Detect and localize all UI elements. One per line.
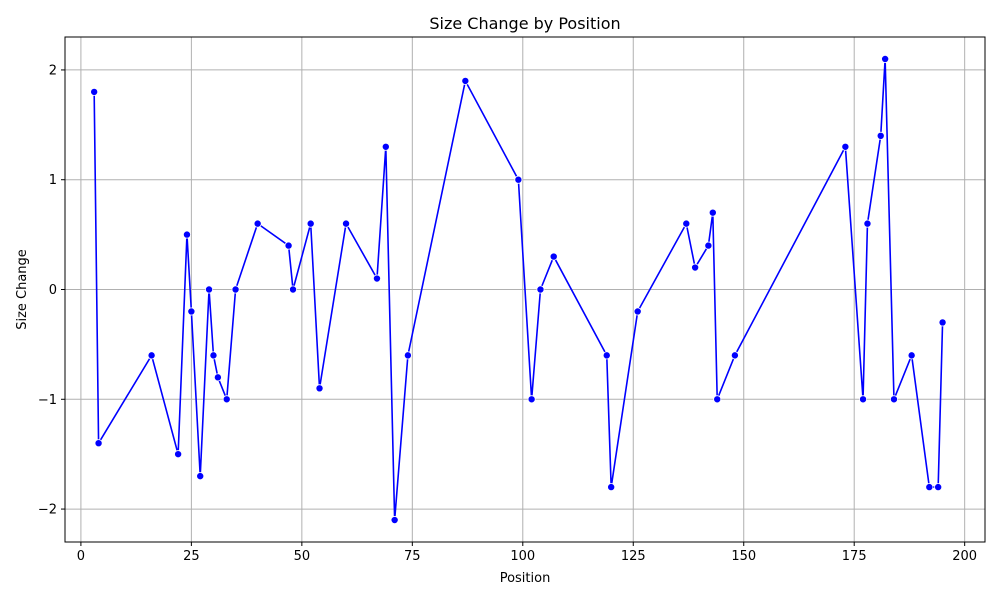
x-tick-label: 25 bbox=[183, 549, 200, 564]
data-point bbox=[708, 208, 717, 217]
data-point bbox=[730, 351, 739, 360]
data-point bbox=[514, 175, 523, 184]
data-point bbox=[94, 439, 103, 448]
data-point bbox=[372, 274, 381, 283]
data-point bbox=[253, 219, 262, 228]
data-point bbox=[213, 373, 222, 382]
data-point bbox=[549, 252, 558, 261]
data-point bbox=[390, 516, 399, 525]
data-point bbox=[174, 450, 183, 459]
y-tick-label: −1 bbox=[38, 393, 57, 408]
y-tick-label: −2 bbox=[38, 503, 57, 518]
data-point bbox=[187, 307, 196, 316]
data-point bbox=[342, 219, 351, 228]
data-point bbox=[934, 483, 943, 492]
data-point bbox=[607, 483, 616, 492]
data-point bbox=[231, 285, 240, 294]
data-point bbox=[205, 285, 214, 294]
x-tick-label: 100 bbox=[510, 549, 535, 564]
data-point bbox=[306, 219, 315, 228]
x-tick-label: 50 bbox=[294, 549, 311, 564]
data-point bbox=[182, 230, 191, 239]
axis-ticks: 0 25 50 75 100 125 150 175 200 −2 −1 0 1 2 bbox=[38, 63, 977, 564]
data-point bbox=[859, 395, 868, 404]
data-point bbox=[536, 285, 545, 294]
data-point bbox=[881, 54, 890, 63]
y-tick-label: 0 bbox=[49, 283, 57, 298]
data-point bbox=[289, 285, 298, 294]
data-point bbox=[602, 351, 611, 360]
x-tick-label: 175 bbox=[842, 549, 867, 564]
data-point bbox=[682, 219, 691, 228]
data-point bbox=[841, 142, 850, 151]
x-axis-label: Position bbox=[500, 571, 551, 586]
y-axis-label: Size Change bbox=[15, 249, 30, 330]
data-point bbox=[147, 351, 156, 360]
x-tick-label: 200 bbox=[952, 549, 977, 564]
x-tick-label: 150 bbox=[731, 549, 756, 564]
data-point bbox=[876, 131, 885, 140]
data-point bbox=[907, 351, 916, 360]
data-point bbox=[315, 384, 324, 393]
series-layer bbox=[90, 54, 947, 525]
x-tick-label: 0 bbox=[77, 549, 85, 564]
chart-title: Size Change by Position bbox=[429, 14, 620, 33]
data-point bbox=[691, 263, 700, 272]
data-point bbox=[925, 483, 934, 492]
data-point bbox=[527, 395, 536, 404]
data-point bbox=[461, 76, 470, 85]
x-tick-label: 125 bbox=[621, 549, 646, 564]
data-point bbox=[196, 472, 205, 481]
data-point bbox=[889, 395, 898, 404]
data-point bbox=[938, 318, 947, 327]
data-point bbox=[284, 241, 293, 250]
y-tick-label: 1 bbox=[49, 173, 57, 188]
y-tick-label: 2 bbox=[49, 63, 57, 78]
data-point bbox=[403, 351, 412, 360]
grid-lines bbox=[65, 37, 985, 542]
data-point bbox=[863, 219, 872, 228]
data-point bbox=[704, 241, 713, 250]
data-point bbox=[209, 351, 218, 360]
data-point bbox=[713, 395, 722, 404]
data-point bbox=[381, 142, 390, 151]
data-point bbox=[222, 395, 231, 404]
data-point bbox=[90, 87, 99, 96]
series-line bbox=[93, 58, 944, 521]
x-tick-label: 75 bbox=[404, 549, 421, 564]
data-point bbox=[633, 307, 642, 316]
